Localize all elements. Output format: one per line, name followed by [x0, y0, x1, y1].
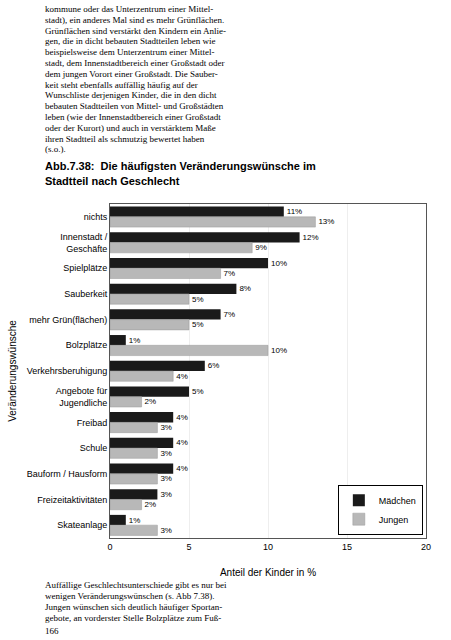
- svg-text:3%: 3%: [160, 475, 172, 484]
- svg-text:4%: 4%: [176, 439, 188, 448]
- svg-text:1%: 1%: [129, 516, 141, 525]
- svg-text:5: 5: [186, 542, 191, 552]
- html-text:Auffällige Geschlechtsuntersch: Auffällige Geschlechtsunterschiede gibt …: [45, 580, 227, 623]
- svg-text:3%: 3%: [160, 490, 172, 499]
- svg-text:0: 0: [107, 542, 112, 552]
- svg-text:6%: 6%: [208, 362, 220, 371]
- svg-text:Skateanlage: Skateanlage: [57, 520, 107, 530]
- svg-text:15: 15: [342, 542, 352, 552]
- svg-text:5%: 5%: [192, 295, 204, 304]
- svg-text:Sauberkeit: Sauberkeit: [64, 289, 108, 299]
- svg-text:Angebote fürJugendliche: Angebote fürJugendliche: [56, 386, 108, 408]
- svg-text:Veränderungswünsche: Veränderungswünsche: [7, 320, 18, 422]
- svg-text:Anteil der Kinder in %: Anteil der Kinder in %: [220, 567, 316, 578]
- svg-text:7%: 7%: [224, 269, 236, 278]
- svg-text:2%: 2%: [145, 397, 157, 406]
- svg-text:Freizeitaktivitäten: Freizeitaktivitäten: [37, 495, 107, 505]
- svg-text:nichts: nichts: [84, 212, 108, 222]
- svg-text:4%: 4%: [176, 372, 188, 381]
- svg-text:2%: 2%: [145, 500, 157, 509]
- svg-text:8%: 8%: [239, 284, 251, 293]
- svg-text:Abb.7.38: Die häufigsten Verä: Abb.7.38: Die häufigsten Veränderungswün…: [45, 161, 316, 187]
- svg-text:Mädchen: Mädchen: [379, 496, 416, 506]
- svg-text:10%: 10%: [271, 259, 287, 268]
- svg-text:13%: 13%: [318, 218, 334, 227]
- svg-text:3%: 3%: [160, 526, 172, 535]
- svg-text:3%: 3%: [160, 449, 172, 458]
- svg-text:mehr Grün(flächen): mehr Grün(flächen): [29, 315, 107, 325]
- svg-text:3%: 3%: [160, 423, 172, 432]
- svg-text:11%: 11%: [287, 207, 302, 216]
- svg-text:10%: 10%: [271, 346, 287, 355]
- html-text:kommune oder das Unterzentrum: kommune oder das Unterzentrum einer Mitt…: [45, 4, 226, 155]
- svg-text:4%: 4%: [176, 413, 188, 422]
- svg-text:Bolzplätze: Bolzplätze: [66, 341, 108, 351]
- svg-text:Bauform / Hausform: Bauform / Hausform: [27, 469, 108, 479]
- svg-text:9%: 9%: [255, 243, 267, 252]
- svg-text:10: 10: [263, 542, 273, 552]
- svg-text:Freibad: Freibad: [77, 418, 108, 428]
- svg-text:Spielplätze: Spielplätze: [63, 264, 107, 274]
- svg-text:Verkehrsberuhigung: Verkehrsberuhigung: [27, 366, 108, 376]
- svg-text:Innenstadt /Geschäfte: Innenstadt /Geschäfte: [60, 232, 108, 254]
- svg-text:Schule: Schule: [80, 443, 108, 453]
- svg-text:Jungen: Jungen: [379, 515, 409, 525]
- html-text:166: 166: [45, 626, 59, 637]
- svg-text:5%: 5%: [192, 320, 204, 329]
- svg-text:5%: 5%: [192, 387, 204, 396]
- svg-text:4%: 4%: [176, 464, 188, 473]
- svg-text:20: 20: [421, 542, 431, 552]
- svg-text:7%: 7%: [224, 310, 236, 319]
- svg-text:1%: 1%: [129, 336, 141, 345]
- svg-text:12%: 12%: [303, 233, 319, 242]
